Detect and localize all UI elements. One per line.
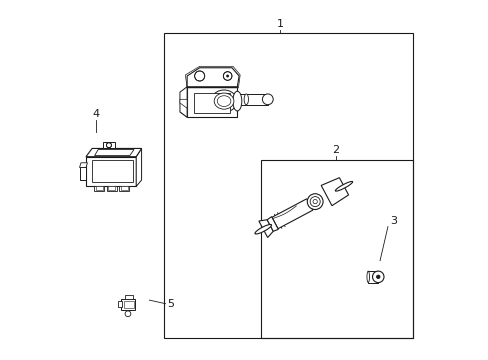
Bar bbox=[121, 300, 135, 310]
Bar bbox=[125, 295, 133, 300]
Polygon shape bbox=[102, 142, 115, 148]
Polygon shape bbox=[271, 199, 312, 229]
Bar bbox=[92, 160, 133, 182]
Bar bbox=[108, 186, 115, 190]
Ellipse shape bbox=[372, 271, 383, 283]
Ellipse shape bbox=[211, 90, 237, 112]
Bar bbox=[96, 186, 102, 190]
Ellipse shape bbox=[232, 91, 241, 111]
Ellipse shape bbox=[366, 271, 369, 283]
Polygon shape bbox=[266, 217, 278, 231]
Circle shape bbox=[125, 311, 131, 317]
Ellipse shape bbox=[254, 224, 271, 234]
Polygon shape bbox=[180, 99, 187, 108]
Text: 4: 4 bbox=[92, 109, 99, 119]
Ellipse shape bbox=[306, 194, 323, 210]
Text: 2: 2 bbox=[332, 144, 339, 154]
Polygon shape bbox=[258, 220, 273, 238]
Polygon shape bbox=[180, 112, 237, 117]
Circle shape bbox=[194, 71, 204, 81]
Circle shape bbox=[106, 143, 111, 148]
Polygon shape bbox=[80, 163, 87, 167]
Ellipse shape bbox=[217, 96, 230, 107]
Circle shape bbox=[262, 94, 273, 105]
Ellipse shape bbox=[244, 94, 248, 105]
Bar bbox=[163, 33, 412, 338]
Bar bbox=[121, 186, 128, 190]
Bar bbox=[194, 93, 230, 113]
Polygon shape bbox=[180, 87, 187, 117]
Polygon shape bbox=[237, 94, 267, 105]
Polygon shape bbox=[187, 87, 237, 117]
Polygon shape bbox=[321, 178, 348, 206]
Bar bbox=[118, 301, 122, 307]
Ellipse shape bbox=[335, 181, 352, 191]
Text: 3: 3 bbox=[389, 216, 396, 226]
Bar bbox=[367, 271, 378, 283]
Bar bbox=[106, 186, 117, 191]
Ellipse shape bbox=[214, 93, 233, 109]
Polygon shape bbox=[80, 167, 86, 180]
Bar bbox=[119, 186, 129, 191]
Ellipse shape bbox=[309, 197, 320, 207]
Polygon shape bbox=[136, 148, 142, 186]
Circle shape bbox=[223, 72, 231, 80]
Bar bbox=[260, 160, 412, 338]
Text: 1: 1 bbox=[276, 19, 283, 29]
Polygon shape bbox=[86, 148, 142, 157]
Text: 5: 5 bbox=[167, 299, 174, 309]
Circle shape bbox=[376, 275, 379, 279]
Polygon shape bbox=[94, 149, 134, 156]
Circle shape bbox=[226, 75, 228, 77]
Polygon shape bbox=[86, 157, 136, 186]
Bar bbox=[94, 186, 104, 191]
Bar bbox=[124, 301, 133, 309]
Polygon shape bbox=[187, 68, 239, 87]
